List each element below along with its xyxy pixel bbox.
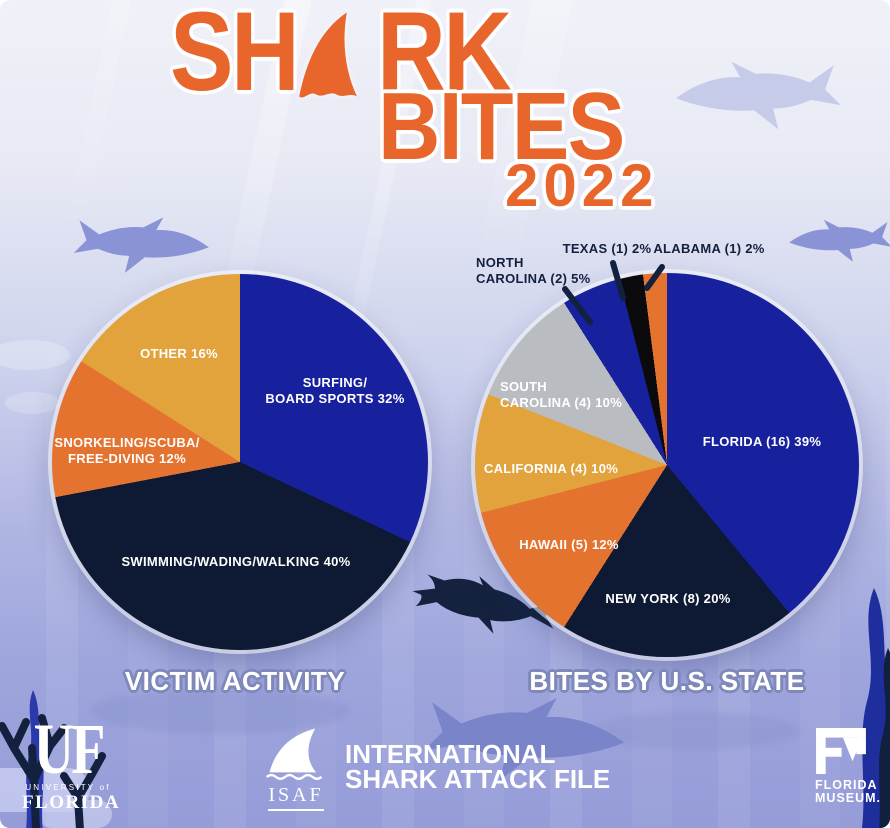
title-year: 2022 <box>505 152 659 219</box>
uf-university-of-label: UNIVERSITY of <box>25 783 111 793</box>
pie-segment-label: TEXAS (1) 2% <box>562 241 652 256</box>
isaf-logo: ISAF <box>258 726 334 811</box>
victim-activity-title: VICTIM ACTIVITY <box>124 666 346 696</box>
title-shark-prefix: SH <box>170 0 300 114</box>
title-word-shark: SH RK <box>170 0 512 114</box>
pie-segment-label: CALIFORNIA (4) 10% <box>483 461 619 476</box>
victim-activity-pie <box>52 274 428 650</box>
uf-florida-label: FLORIDA <box>22 792 121 814</box>
footer: UF UNIVERSITY of FLORIDA ISAF INTERNATIO… <box>0 709 890 828</box>
isaf-org-line2: SHARK ATTACK FILE <box>345 764 611 794</box>
shark-silhouette-icon <box>665 60 850 138</box>
fm-museum-label: MUSEUM. <box>815 791 882 805</box>
pie-segment-label: NORTH CAROLINA (2) 5% <box>476 255 591 286</box>
bites-by-state-title: BITES BY U.S. STATE <box>529 666 805 696</box>
isaf-acronym: ISAF <box>268 784 324 811</box>
pie-segment-label: NEW YORK (8) 20% <box>605 591 731 606</box>
bites-by-state-labels: FLORIDA (16) 39% NEW YORK (8) 20% HAWAII (… <box>460 236 880 706</box>
pie-segment-label: SURFING/BOARD SPORTS 32% <box>265 375 405 406</box>
florida-museum-logo: FLORIDA MUSEUM. <box>815 728 882 805</box>
uf-monogram: UF <box>33 709 106 789</box>
pie-segment-label: FLORIDA (16) 39% <box>702 434 822 449</box>
seafloor-shadow-blob <box>90 688 350 734</box>
pie-segment-label: SOUTH CAROLINA (4) 10% <box>500 379 623 410</box>
light-patch <box>5 392 60 414</box>
light-patch <box>0 340 70 370</box>
seafloor-shadow-blob <box>590 712 800 750</box>
fm-text: FLORIDA MUSEUM. <box>815 778 882 805</box>
pie-segment-label: SWIMMING/WADING/WALKING 40% <box>121 554 351 569</box>
pie-segment-label: SNORKELING/SCUBA/FREE-DIVING 12% <box>54 435 200 466</box>
title-word-bites: BITES <box>378 73 625 180</box>
title-shark-suffix: RK <box>377 0 512 114</box>
university-of-florida-logo: UF UNIVERSITY of FLORIDA <box>22 709 121 814</box>
victim-activity-labels: SURFING/BOARD SPORTS 32% SWIMMING/WADING/… <box>40 260 450 710</box>
bites-by-state-chart: FLORIDA (16) 39% NEW YORK (8) 20% HAWAII (… <box>460 236 880 706</box>
shark-fin-icon <box>298 12 357 98</box>
fm-monogram-icon <box>816 728 866 774</box>
pie-segment-label: ALABAMA (1) 2% <box>653 241 765 256</box>
pie-segment-label: HAWAII (5) 12% <box>519 537 619 552</box>
victim-activity-chart: SURFING/BOARD SPORTS 32% SWIMMING/WADING/… <box>40 260 450 710</box>
light-ray-decoration <box>61 0 146 245</box>
isaf-fin-icon <box>266 728 323 780</box>
isaf-org-name: INTERNATIONAL SHARK ATTACK FILE <box>345 739 611 794</box>
bites-by-state-pie <box>475 273 859 657</box>
coral-icon <box>0 714 106 828</box>
fm-florida-label: FLORIDA <box>815 778 878 792</box>
pie-segment-label: OTHER 16% <box>140 346 218 361</box>
isaf-org-line1: INTERNATIONAL <box>345 739 556 769</box>
